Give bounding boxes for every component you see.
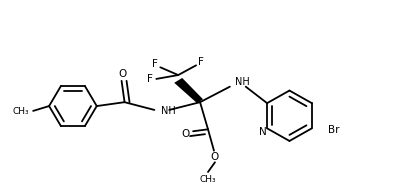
Text: N: N [259,127,267,137]
Text: NH: NH [235,77,249,87]
Text: O: O [211,152,219,162]
Text: O: O [181,129,189,139]
Text: CH₃: CH₃ [13,107,30,116]
Text: F: F [198,57,204,68]
Polygon shape [174,78,203,103]
Text: CH₃: CH₃ [200,175,216,184]
Text: F: F [153,59,158,69]
Text: NH: NH [161,106,176,116]
Text: F: F [148,74,153,84]
Text: Br: Br [328,125,339,135]
Text: O: O [118,69,127,79]
